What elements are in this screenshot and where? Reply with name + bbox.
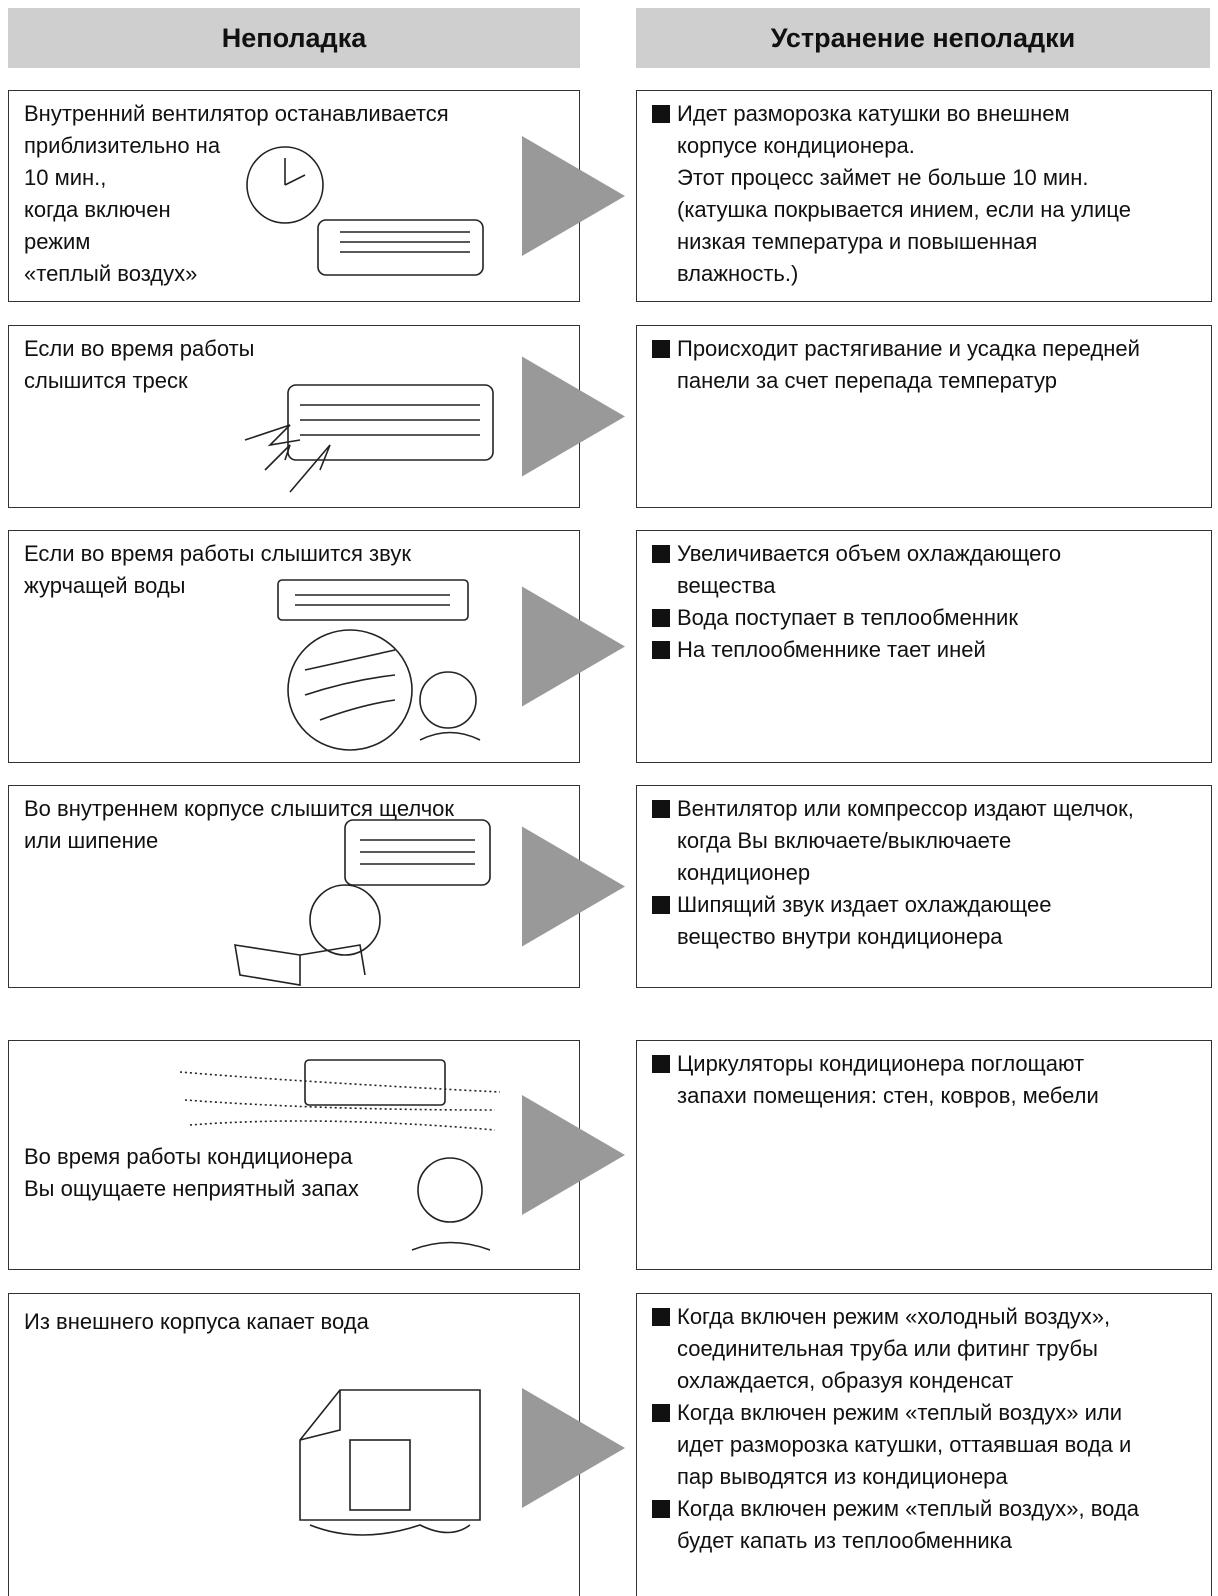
problem-text: или шипение xyxy=(24,828,159,853)
solution-text: низкая температура и повышенная xyxy=(677,229,1038,254)
solution-text: Циркуляторы кондиционера поглощают xyxy=(677,1051,1085,1076)
bullet xyxy=(652,641,670,659)
solution-text: соединительная труба или фитинг трубы xyxy=(677,1336,1098,1361)
problem-text: Во внутреннем корпусе слышится щелчок xyxy=(24,796,455,821)
solution-text: вещества xyxy=(677,573,776,598)
arrow xyxy=(522,586,625,707)
problem-text: «теплый воздух» xyxy=(24,261,198,286)
bullet xyxy=(652,609,670,627)
solution-text: запахи помещения: стен, ковров, мебели xyxy=(677,1083,1099,1108)
solution-box xyxy=(636,1040,1212,1270)
problem-text: Во время работы кондиционера xyxy=(24,1144,353,1169)
bullet xyxy=(652,1404,670,1422)
solution-text: Шипящий звук издает охлаждающее xyxy=(677,892,1052,917)
problem-text: 10 мин., xyxy=(24,165,107,190)
arrow xyxy=(522,1388,625,1508)
solution-text: На теплообменнике тает иней xyxy=(677,637,986,662)
arrow xyxy=(522,136,625,256)
solution-box xyxy=(636,325,1212,508)
problem-text: когда включен xyxy=(24,197,171,222)
problem-text: Если во время работы слышится звук xyxy=(24,541,411,566)
problem-text: Внутренний вентилятор останавливается xyxy=(24,101,449,126)
solution-text: будет капать из теплообменника xyxy=(677,1528,1013,1553)
solution-text: влажность.) xyxy=(677,261,799,286)
solution-text: Когда включен режим «теплый воздух» или xyxy=(677,1400,1123,1425)
solution-box xyxy=(636,90,1212,302)
bullet xyxy=(652,340,670,358)
bullet xyxy=(652,1055,670,1073)
solution-text: пар выводятся из кондиционера xyxy=(677,1464,1008,1489)
header-right: Устранение неполадки xyxy=(636,8,1210,68)
problem-text: журчащей воды xyxy=(24,573,186,598)
solution-text: идет разморозка катушки, оттаявшая вода … xyxy=(677,1432,1132,1457)
bullet xyxy=(652,800,670,818)
solution-box xyxy=(636,1293,1212,1596)
solution-text: охлаждается, образуя конденсат xyxy=(677,1368,1014,1393)
solution-box xyxy=(636,785,1212,988)
problem-text: режим xyxy=(24,229,91,254)
solution-text: корпусе кондиционера. xyxy=(677,133,915,158)
arrow xyxy=(522,356,625,477)
arrow xyxy=(522,1095,625,1215)
problem-text: Если во время работы xyxy=(24,336,255,361)
problem-text: Вы ощущаете неприятный запах xyxy=(24,1176,359,1201)
solution-text: вещество внутри кондиционера xyxy=(677,924,1003,949)
problem-text: Из внешнего корпуса капает вода xyxy=(24,1309,369,1334)
arrow xyxy=(522,826,625,947)
bullet xyxy=(652,1308,670,1326)
solution-text: Когда включен режим «холодный воздух», xyxy=(677,1304,1111,1329)
solution-text: (катушка покрывается инием, если на улиц… xyxy=(677,197,1131,222)
solution-text: кондиционер xyxy=(677,860,811,885)
bullet xyxy=(652,896,670,914)
header-left: Неполадка xyxy=(8,8,580,68)
bullet xyxy=(652,1500,670,1518)
solution-text: Вентилятор или компрессор издают щелчок, xyxy=(677,796,1134,821)
solution-text: Идет разморозка катушки во внешнем xyxy=(677,101,1070,126)
problem-text: слышится треск xyxy=(24,368,188,393)
solution-text: когда Вы включаете/выключаете xyxy=(677,828,1012,853)
solution-text: Когда включен режим «теплый воздух», вод… xyxy=(677,1496,1139,1521)
solution-text: панели за счет перепада температур xyxy=(677,368,1057,393)
bullet xyxy=(652,105,670,123)
solution-text: Вода поступает в теплообменник xyxy=(677,605,1018,630)
solution-text: Этот процесс займет не больше 10 мин. xyxy=(677,165,1089,190)
problem-text: приблизительно на xyxy=(24,133,221,158)
solution-text: Увеличивается объем охлаждающего xyxy=(677,541,1062,566)
solution-text: Происходит растягивание и усадка передне… xyxy=(677,336,1140,361)
bullet xyxy=(652,545,670,563)
solution-box xyxy=(636,530,1212,763)
